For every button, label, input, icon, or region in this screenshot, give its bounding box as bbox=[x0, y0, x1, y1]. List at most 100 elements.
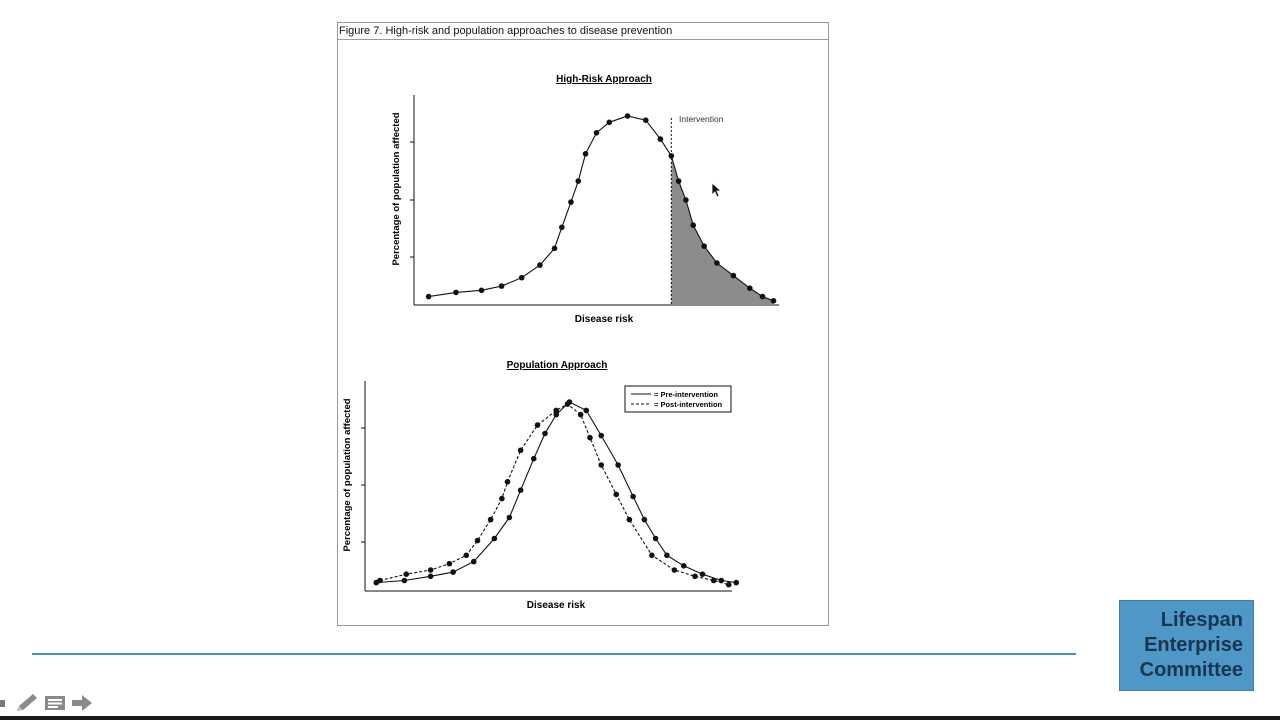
legend-entry-post: = Post-intervention bbox=[654, 400, 723, 409]
data-point bbox=[575, 178, 582, 184]
lifespan-enterprise-committee-logo: Lifespan Enterprise Committee bbox=[1119, 600, 1254, 691]
data-point bbox=[613, 491, 620, 498]
pre-intervention-line bbox=[376, 401, 737, 584]
figure-caption: Figure 7. High-risk and population appro… bbox=[338, 23, 828, 40]
data-point bbox=[506, 514, 513, 521]
data-point bbox=[470, 558, 477, 565]
data-point bbox=[710, 577, 717, 584]
menu-icon[interactable] bbox=[44, 691, 66, 715]
data-point bbox=[453, 289, 459, 296]
figure-canvas: High-Risk Approach Percentage of populat… bbox=[342, 74, 779, 611]
data-point bbox=[615, 462, 621, 468]
x-axis-label: Disease risk bbox=[575, 314, 634, 325]
bottom-bar bbox=[0, 716, 1280, 720]
x-axis-label: Disease risk bbox=[527, 600, 586, 611]
mouse-cursor-icon bbox=[711, 182, 721, 198]
data-point bbox=[725, 581, 732, 588]
data-point bbox=[504, 479, 511, 485]
data-point bbox=[587, 434, 593, 441]
data-point bbox=[668, 153, 675, 159]
shaded-area bbox=[671, 155, 774, 305]
logo-line-3: Committee bbox=[1139, 659, 1243, 681]
figure-frame: High-Risk Approach Percentage of populat… bbox=[337, 22, 829, 626]
chart-title: Population Approach bbox=[507, 360, 608, 371]
data-point bbox=[692, 573, 698, 580]
pointer-icon[interactable] bbox=[0, 691, 10, 715]
data-point bbox=[553, 407, 560, 414]
chart-title: High-Risk Approach bbox=[556, 74, 652, 85]
legend: = Pre-intervention = Post-intervention bbox=[624, 385, 732, 413]
data-point bbox=[517, 447, 524, 454]
data-point bbox=[534, 422, 541, 428]
data-point bbox=[626, 516, 633, 523]
slide-divider-line bbox=[32, 653, 1076, 655]
data-point bbox=[759, 293, 766, 300]
population-chart: Population Approach Percentage of popula… bbox=[342, 360, 740, 611]
data-point bbox=[675, 178, 682, 184]
data-point bbox=[606, 119, 613, 126]
high-risk-chart: High-Risk Approach Percentage of populat… bbox=[391, 74, 779, 325]
data-point bbox=[478, 287, 485, 294]
data-point bbox=[683, 197, 689, 203]
data-point bbox=[770, 298, 777, 304]
presentation-toolbar bbox=[0, 690, 110, 716]
data-point bbox=[730, 272, 737, 279]
data-point bbox=[553, 411, 560, 418]
data-point bbox=[747, 285, 753, 292]
legend-entry-pre: = Pre-intervention bbox=[654, 390, 718, 399]
data-point bbox=[499, 495, 505, 502]
data-point bbox=[551, 245, 558, 252]
data-point bbox=[733, 579, 740, 586]
data-point bbox=[427, 573, 434, 580]
data-point bbox=[680, 563, 687, 569]
data-point bbox=[450, 569, 456, 575]
intervention-label: Intervention bbox=[679, 114, 724, 124]
data-point bbox=[593, 130, 600, 136]
data-point bbox=[530, 455, 537, 462]
data-point bbox=[463, 552, 470, 559]
data-point bbox=[564, 401, 571, 407]
data-point bbox=[377, 577, 383, 584]
data-point bbox=[630, 493, 636, 500]
data-point bbox=[559, 224, 565, 231]
data-point bbox=[518, 274, 525, 281]
data-point bbox=[542, 430, 548, 437]
data-point bbox=[714, 260, 720, 266]
data-point bbox=[583, 407, 590, 414]
data-point bbox=[598, 462, 605, 468]
data-point bbox=[664, 552, 670, 559]
data-point bbox=[403, 571, 410, 577]
data-point bbox=[517, 487, 524, 494]
arrow-right-icon[interactable] bbox=[70, 691, 94, 715]
data-point bbox=[568, 199, 574, 205]
data-point bbox=[598, 432, 605, 439]
data-point bbox=[427, 567, 434, 573]
data-point bbox=[701, 243, 707, 249]
data-point bbox=[649, 552, 655, 559]
y-axis-label: Percentage of population affected bbox=[342, 398, 353, 551]
data-point bbox=[624, 113, 631, 119]
data-point bbox=[474, 537, 481, 544]
data-point bbox=[641, 516, 648, 523]
series-line bbox=[428, 115, 774, 302]
post-intervention-line bbox=[379, 403, 729, 586]
y-axis-label: Percentage of population affected bbox=[391, 112, 402, 265]
data-point bbox=[425, 293, 432, 300]
pen-icon[interactable] bbox=[14, 691, 40, 715]
data-point bbox=[582, 151, 589, 157]
data-point bbox=[487, 516, 494, 523]
data-point bbox=[446, 560, 453, 567]
data-point bbox=[642, 117, 649, 123]
logo-line-2: Enterprise bbox=[1144, 634, 1243, 656]
logo-line-1: Lifespan bbox=[1160, 609, 1243, 631]
data-point bbox=[537, 262, 543, 268]
data-point bbox=[657, 136, 664, 142]
data-point bbox=[577, 411, 584, 418]
data-point bbox=[652, 535, 659, 542]
data-point bbox=[401, 577, 408, 584]
data-point bbox=[498, 283, 505, 289]
data-point bbox=[671, 567, 678, 573]
data-point bbox=[699, 571, 706, 577]
data-point bbox=[690, 222, 697, 228]
